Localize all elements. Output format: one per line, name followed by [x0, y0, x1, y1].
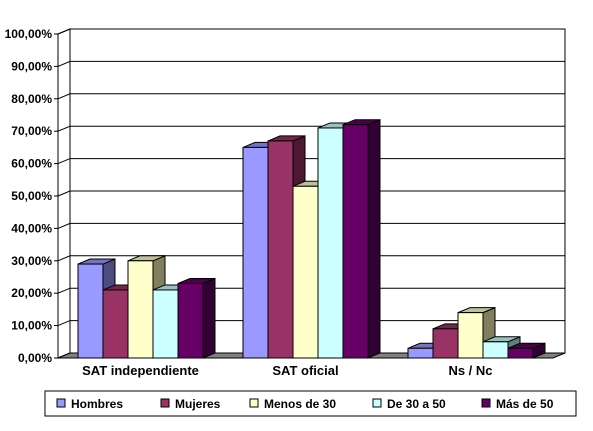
- y-tick-label: 10,00%: [11, 319, 52, 333]
- gridline: [57, 125, 565, 132]
- legend: Hombres Mujeres Menos de 30 De 30 a 50 Más d…: [44, 390, 577, 417]
- gridline: [57, 320, 565, 327]
- y-tick-label: 0,00%: [18, 351, 52, 365]
- y-tick-label: 70,00%: [11, 124, 52, 138]
- legend-label: Más de 50: [496, 397, 554, 411]
- legend-label: Hombres: [71, 397, 123, 411]
- legend-label: Menos de 30: [264, 397, 336, 411]
- legend-item: De 30 a 50: [372, 397, 446, 411]
- x-category-label: SAT independiente: [82, 363, 199, 378]
- legend-item: Más de 50: [481, 397, 554, 411]
- legend-swatch: [249, 398, 259, 408]
- legend-item: Mujeres: [160, 397, 221, 411]
- y-tick-label: 90,00%: [11, 59, 52, 73]
- gridline: [57, 222, 565, 229]
- bar: [507, 342, 546, 359]
- bar: [342, 118, 381, 359]
- x-category-label: SAT oficial: [272, 363, 338, 378]
- y-tick-label: 20,00%: [11, 286, 52, 300]
- bars: [77, 118, 546, 359]
- y-axis-ticks: 0,00% 10,00% 20,00% 30,00% 40,00% 50,00% 60,00…: [5, 27, 58, 365]
- gridline: [57, 255, 565, 262]
- y-tick-label: 40,00%: [11, 221, 52, 235]
- gridline: [57, 190, 565, 197]
- gridline: [57, 60, 565, 67]
- legend-item: Menos de 30: [249, 397, 336, 411]
- legend-swatch: [372, 398, 382, 408]
- gridlines: [57, 28, 565, 327]
- gridline: [57, 93, 565, 100]
- bar: [457, 306, 496, 359]
- y-tick-label: 100,00%: [5, 27, 53, 41]
- gridline: [57, 287, 565, 294]
- y-tick-label: 30,00%: [11, 254, 52, 268]
- legend-swatch: [56, 398, 66, 408]
- x-category-label: Ns / Nc: [448, 363, 492, 378]
- y-tick-label: 50,00%: [11, 189, 52, 203]
- legend-swatch: [481, 398, 491, 408]
- legend-label: Mujeres: [175, 397, 221, 411]
- bar: [177, 277, 216, 359]
- legend-label: De 30 a 50: [387, 397, 446, 411]
- legend-swatch: [160, 398, 170, 408]
- y-tick-label: 80,00%: [11, 92, 52, 106]
- legend-item: Hombres: [56, 397, 123, 411]
- gridline: [57, 158, 565, 165]
- y-tick-label: 60,00%: [11, 157, 52, 171]
- x-axis-labels: SAT independiente SAT oficial Ns / Nc: [82, 363, 492, 378]
- gridline: [57, 28, 565, 35]
